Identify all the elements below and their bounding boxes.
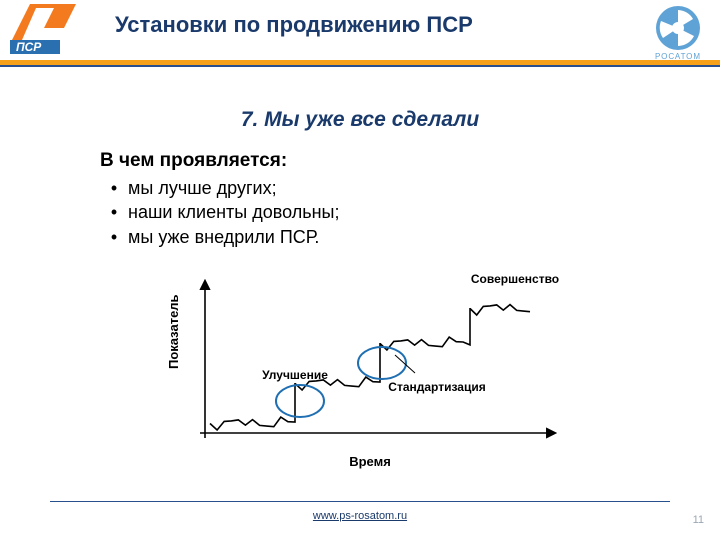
chart-canvas — [170, 273, 570, 443]
chart-label-improve: Улучшение — [260, 369, 330, 382]
slide-subtitle: 7. Мы уже все сделали — [0, 108, 720, 132]
chart-xlabel: Время — [170, 454, 570, 469]
chart-label-standardize: Стандартизация — [382, 381, 492, 394]
chart-ylabel: Показатель — [166, 294, 181, 369]
chart-label-perfection: Совершенство — [460, 273, 570, 286]
list-item: мы уже внедрили ПСР. — [100, 225, 640, 249]
list-item: мы лучше других; — [100, 176, 640, 200]
page-title: Установки по продвижению ПСР — [115, 12, 473, 38]
rosatom-logo: РОСАТОМ — [650, 6, 706, 61]
footer-rule — [50, 501, 670, 502]
footer-link[interactable]: www.ps-rosatom.ru — [0, 510, 720, 522]
bullet-list: мы лучше других;наши клиенты довольны;мы… — [100, 176, 640, 249]
kaizen-chart: Показатель Время Улучшение Стандартизаци… — [170, 273, 570, 463]
psr-logo-text: ПСР — [16, 40, 42, 54]
page-number: 11 — [693, 514, 704, 526]
body-lead: В чем проявляется: — [100, 150, 640, 172]
list-item: наши клиенты довольны; — [100, 200, 640, 224]
psr-logo: ПСР — [10, 4, 88, 56]
header-rule-blue — [0, 65, 720, 67]
